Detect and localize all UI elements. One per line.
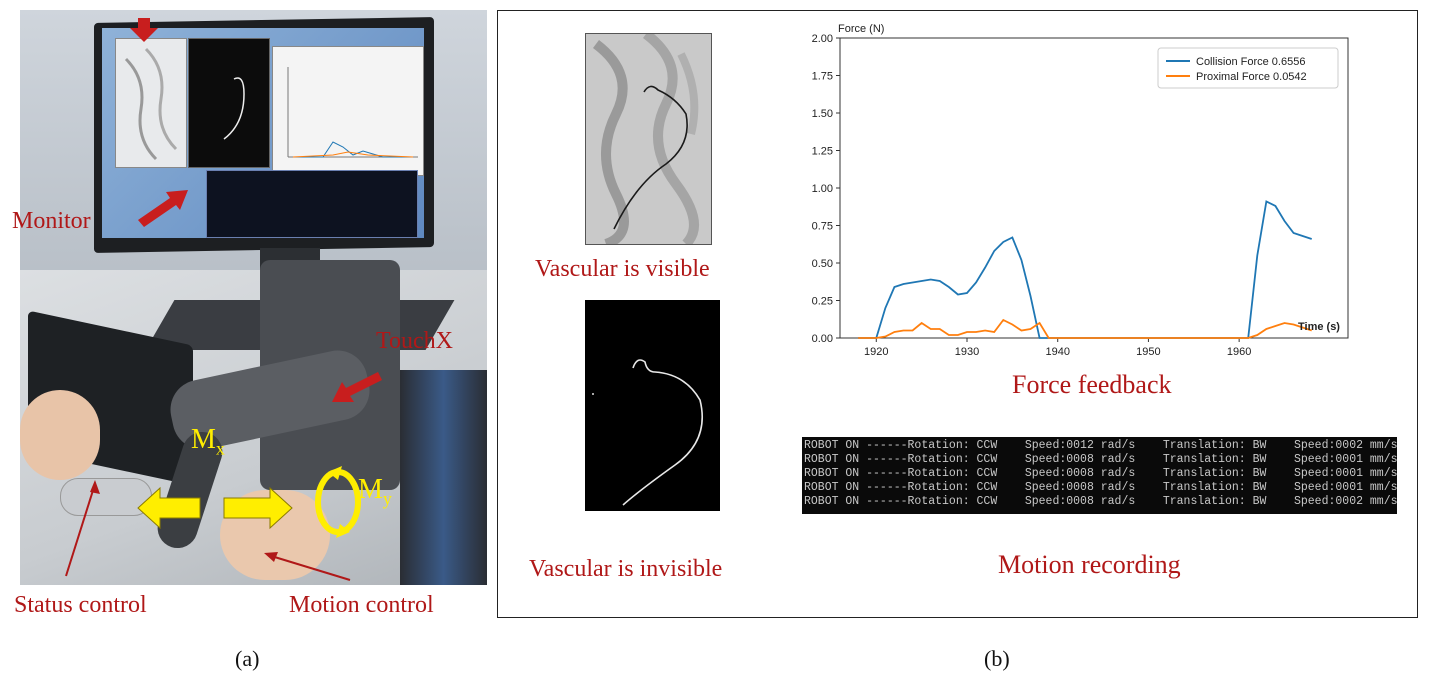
label-mx-sub: x — [215, 438, 225, 459]
screen-force-plot-sketch — [287, 67, 418, 158]
y-axis-label: Force (N) — [838, 23, 884, 35]
x-tick-label: 1920 — [864, 346, 888, 358]
label-vascular-visible: Vascular is visible — [535, 256, 710, 282]
y-tick-label: 0.00 — [812, 333, 833, 345]
console-line: ROBOT ON ------Rotation: CCW Speed:0008 … — [804, 481, 1398, 494]
vascular-invisible-drawing — [592, 359, 704, 506]
usb-switch — [60, 478, 152, 516]
yellow-arrow-right-icon — [223, 486, 293, 530]
series-line-proximal — [858, 318, 1312, 339]
label-my: My — [358, 474, 392, 510]
annotation-arrows — [65, 18, 382, 581]
red-arrow-monitor-icon — [138, 190, 188, 227]
console-line: ROBOT ON ------Rotation: CCW Speed:0008 … — [804, 467, 1398, 480]
x-tick-label: 1930 — [955, 346, 979, 358]
screen-guidewire-sketch — [223, 77, 245, 140]
y-tick-label: 2.00 — [812, 33, 833, 45]
vascular-visible-image — [585, 33, 712, 245]
label-touchx: TouchX — [376, 328, 453, 354]
x-tick-label: 1940 — [1045, 346, 1069, 358]
console-line: ROBOT ON ------Rotation: CCW Speed:0012 … — [804, 439, 1398, 452]
force-chart: 0.00 0.25 0.50 0.75 1.00 1.25 1.50 1.75 2.00 1920… — [812, 23, 1349, 358]
screen-vascular-sketch — [124, 47, 178, 161]
label-status-control: Status control — [14, 592, 147, 618]
chart-legend: Collision Force 0.6556 Proximal Force 0.0… — [1157, 47, 1339, 89]
caption-b: (b) — [984, 646, 1010, 671]
y-tick-label: 1.25 — [812, 146, 833, 158]
y-tick-label: 0.75 — [812, 221, 833, 233]
label-motion-control: Motion control — [289, 592, 434, 618]
label-my-sub: y — [382, 488, 392, 509]
cables — [400, 370, 487, 585]
label-my-main: M — [358, 474, 383, 505]
status-control-pointer — [65, 483, 96, 577]
label-vascular-invisible: Vascular is invisible — [529, 556, 723, 582]
red-arrow-top-icon — [130, 18, 158, 42]
x-tick-label: 1950 — [1136, 346, 1160, 358]
motion-control-pointer — [267, 554, 351, 581]
y-tick-label: 1.50 — [812, 108, 833, 120]
x-tick-label: 1960 — [1227, 346, 1251, 358]
label-mx-main: M — [191, 424, 216, 455]
label-force-feedback: Force feedback — [1012, 370, 1172, 399]
motion-console: ROBOT ON ------Rotation: CCW Speed:0012 … — [802, 437, 1398, 514]
rotation-arrow-icon — [315, 469, 361, 535]
screen-window-force-plot — [272, 46, 424, 176]
legend-box — [1157, 47, 1339, 89]
screen-window-guidewire — [188, 38, 270, 168]
label-monitor: Monitor — [12, 208, 91, 234]
results-panel — [497, 10, 1418, 618]
x-axis-label: Time (s) — [1298, 321, 1340, 333]
yellow-arrow-left-icon — [137, 486, 201, 530]
vascular-invisible-image — [585, 300, 720, 511]
label-mx: Mx — [191, 424, 225, 460]
screen-console-window — [206, 170, 418, 238]
console-line: ROBOT ON ------Rotation: CCW Speed:0008 … — [804, 495, 1398, 508]
legend-entry: Proximal Force 0.0542 — [1196, 71, 1307, 83]
setup-photo — [20, 10, 487, 585]
screen-window-vascular — [115, 38, 187, 168]
y-tick-label: 1.00 — [812, 183, 833, 195]
left-hand — [20, 390, 100, 480]
series-line-collision — [858, 200, 1312, 339]
y-tick-label: 1.75 — [812, 71, 833, 83]
console-line: ROBOT ON ------Rotation: CCW Speed:0008 … — [804, 453, 1398, 466]
red-arrow-touchx-icon — [332, 372, 382, 402]
vascular-visible-drawing — [592, 34, 699, 244]
label-motion-recording: Motion recording — [998, 550, 1181, 579]
y-tick-label: 0.50 — [812, 258, 833, 270]
caption-a: (a) — [235, 646, 260, 671]
legend-entry: Collision Force 0.6556 — [1196, 56, 1305, 68]
y-tick-label: 0.25 — [812, 296, 833, 308]
